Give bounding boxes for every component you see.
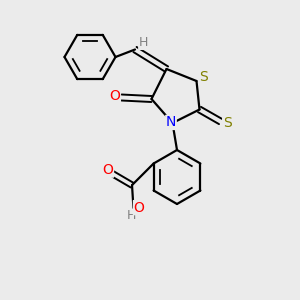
Text: O: O: [110, 89, 120, 103]
Text: N: N: [166, 116, 176, 129]
Text: S: S: [223, 116, 232, 130]
Text: O: O: [103, 163, 113, 177]
Text: S: S: [199, 70, 208, 84]
Text: O: O: [134, 201, 144, 214]
Text: H: H: [126, 209, 136, 222]
Text: H: H: [139, 36, 148, 50]
